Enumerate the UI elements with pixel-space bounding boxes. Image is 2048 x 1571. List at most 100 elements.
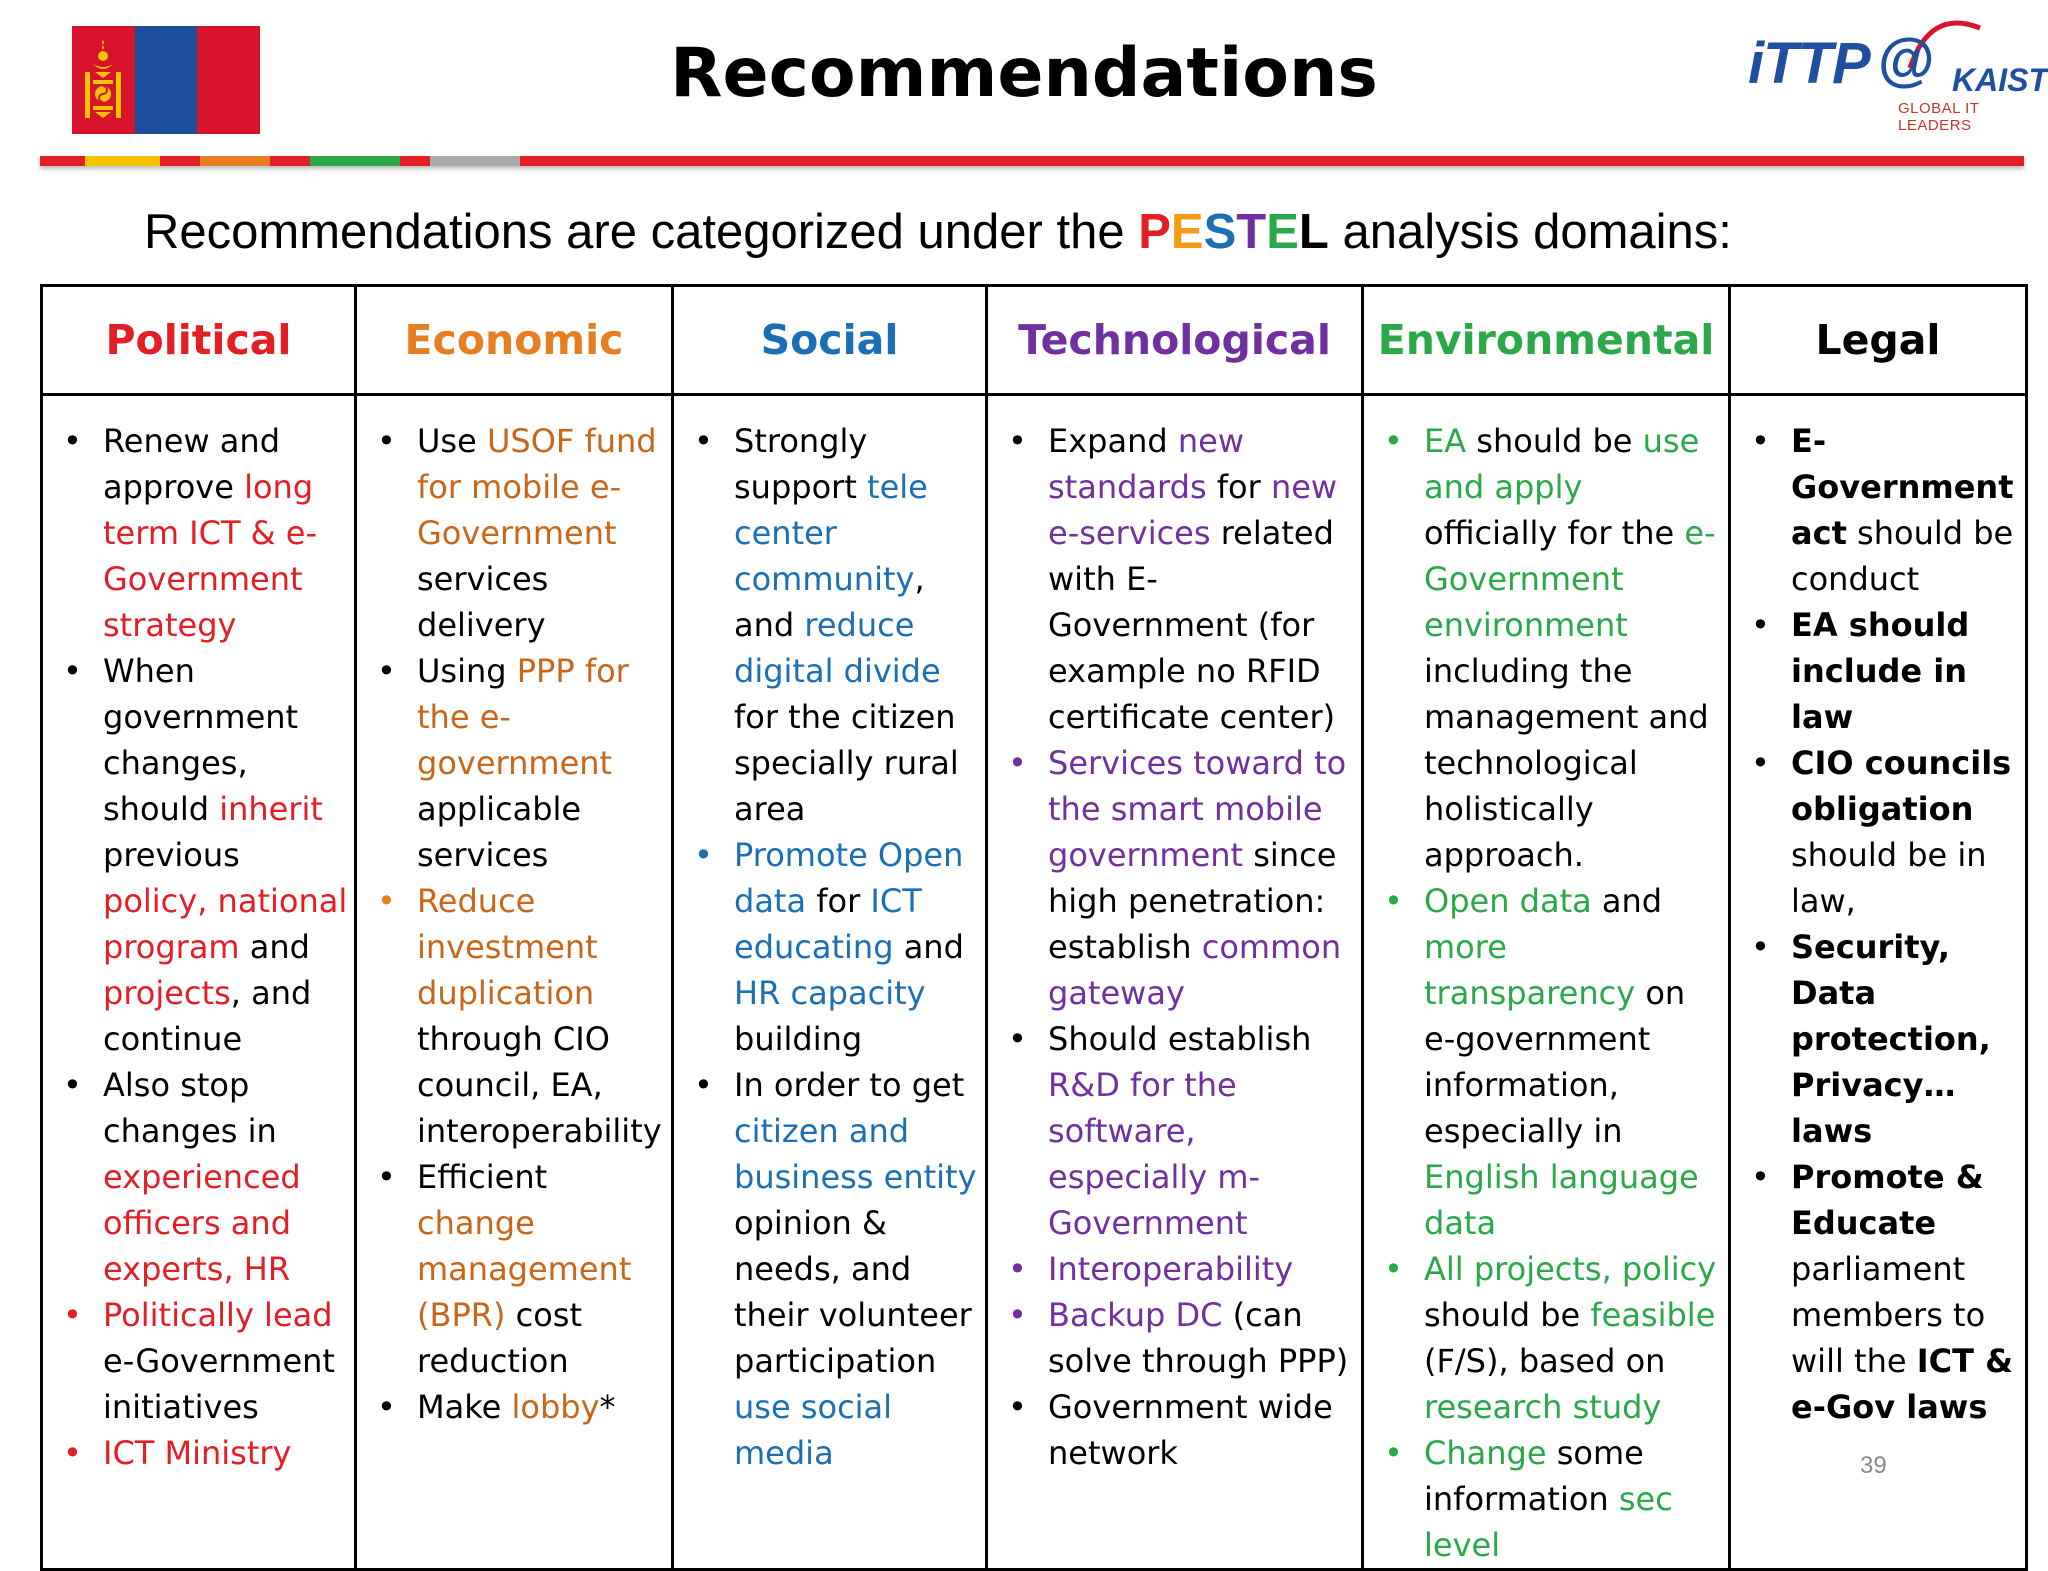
item-text: common gateway (1048, 928, 1342, 1012)
item-text: Expand (1048, 422, 1178, 460)
item-text: ICT Ministry (103, 1434, 292, 1472)
item-text: inherit (219, 790, 323, 828)
item-text: new e-services (1048, 468, 1338, 552)
item-text: Politically lead (103, 1296, 333, 1334)
item-text: Security, Data protection, Privacy… laws (1791, 928, 1991, 1150)
item-text: and (1591, 882, 1663, 920)
body-row: Renew and approve long term ICT & e-Gove… (40, 393, 2028, 1571)
recommendation-item: When government changes, should inherit … (43, 648, 354, 1062)
item-text: should be conduct (1791, 514, 2014, 598)
item-text: , and (734, 560, 925, 644)
item-text: opinion & needs, and their volunteer par… (734, 1204, 972, 1380)
pestel-letter: E (1170, 205, 1204, 259)
recommendation-item: EA should be use and apply officially fo… (1364, 418, 1728, 878)
item-text: EA (1424, 422, 1467, 460)
item-text: parliament members to will the (1791, 1250, 1986, 1380)
pestel-letter: P (1138, 205, 1171, 259)
header-environmental: Environmental (1361, 284, 1731, 396)
item-text: tele center community (734, 468, 928, 598)
item-text: CIO councils obligation (1791, 744, 2012, 828)
item-text: should be in law, (1791, 836, 1987, 920)
item-text: policy, national program (103, 882, 348, 966)
logo-at: @ (1878, 27, 1935, 92)
header-divider (40, 156, 2024, 166)
item-text: and (893, 928, 964, 966)
recommendation-item: Expand new standards for new e-services … (988, 418, 1361, 740)
header-legal: Legal (1728, 284, 2028, 396)
item-text: for (806, 882, 871, 920)
pestel-word: PESTEL (1138, 205, 1329, 259)
item-text: In order to get (734, 1066, 965, 1104)
soyombo-icon (85, 40, 121, 118)
item-text: R&D for the software, especially m-Gover… (1048, 1066, 1261, 1242)
recommendation-item: Politically lead e-Government initiative… (43, 1292, 354, 1430)
recommendation-list: E-Government act should be conductEA sho… (1731, 418, 2025, 1430)
item-text: Backup DC (1048, 1296, 1223, 1334)
recommendation-item: Strongly support tele center community, … (674, 418, 985, 832)
item-text: reduce digital divide (734, 606, 941, 690)
mongolia-flag (72, 26, 261, 134)
pestel-table: Political Economic Social Technological Envi… (40, 284, 2028, 1571)
subtitle: Recommendations are categorized under th… (144, 204, 1732, 260)
recommendation-item: Open data and more transparency on e-gov… (1364, 878, 1728, 1246)
item-text: including the management and technologic… (1424, 652, 1709, 874)
recommendation-item: Promote & Educate parliament members to … (1731, 1154, 2025, 1430)
item-text: for (1206, 468, 1271, 506)
subtitle-after: analysis domains: (1328, 205, 1732, 259)
recommendation-list: Expand new standards for new e-services … (988, 418, 1361, 1476)
item-text: Reduce investment duplication (417, 882, 598, 1012)
item-text: Use (417, 422, 487, 460)
item-text: , and continue (103, 974, 312, 1058)
page-number: 39 (1860, 1452, 1887, 1479)
recommendation-item: Make lobby* (357, 1384, 671, 1430)
recommendation-item: Efficient change management (BPR) cost r… (357, 1154, 671, 1384)
item-text: English language data (1424, 1158, 1699, 1242)
item-text: USOF fund for mobile e-Government (417, 422, 657, 552)
item-text: use social media (734, 1388, 893, 1472)
item-text: some information (1424, 1434, 1644, 1518)
pestel-letter: S (1203, 205, 1237, 259)
item-text: ICT educating (734, 882, 922, 966)
recommendation-item: Should establish R&D for the software, e… (988, 1016, 1361, 1246)
recommendation-item: Use USOF fund for mobile e-Government se… (357, 418, 671, 648)
item-text: Government wide network (1048, 1388, 1333, 1472)
item-text: e-Government environment (1424, 514, 1716, 644)
recommendation-item: Government wide network (988, 1384, 1361, 1476)
recommendation-item: Services toward to the smart mobile gove… (988, 740, 1361, 1016)
recommendation-item: Promote Open data for ICT educating and … (674, 832, 985, 1062)
recommendation-list: Strongly support tele center community, … (674, 418, 985, 1476)
item-text: Promote Open data (734, 836, 964, 920)
item-text: long term ICT & e-Government strategy (103, 468, 318, 644)
item-text: citizen and business entity (734, 1112, 977, 1196)
header-social: Social (671, 284, 988, 396)
recommendation-item: E-Government act should be conduct (1731, 418, 2025, 602)
item-text: Change (1424, 1434, 1547, 1472)
column-social: Strongly support tele center community, … (671, 393, 988, 1571)
item-text: * (599, 1388, 616, 1426)
item-text: Interoperability (1048, 1250, 1294, 1288)
page-title: Recommendations (670, 34, 1378, 113)
item-text: services delivery (417, 560, 549, 644)
item-text: feasible (1590, 1296, 1716, 1334)
item-text: Services toward to the smart mobile gove… (1048, 744, 1347, 874)
logo-brand: iTTP (1748, 31, 1871, 96)
recommendation-list: Use USOF fund for mobile e-Government se… (357, 418, 671, 1430)
subtitle-before: Recommendations are categorized under th… (144, 205, 1139, 259)
item-text: on e-government information, especially … (1424, 974, 1686, 1150)
swoosh-icon (1907, 20, 1981, 69)
item-text: (F/S), based on (1424, 1342, 1666, 1380)
item-text: and (239, 928, 310, 966)
item-text: more transparency (1424, 928, 1636, 1012)
item-text: lobby (511, 1388, 600, 1426)
logo-partner: KAIST (1952, 62, 2048, 98)
recommendation-item: Also stop changes in experienced officer… (43, 1062, 354, 1292)
item-text: change management (BPR) (417, 1204, 632, 1334)
pestel-letter: L (1298, 205, 1329, 259)
column-political: Renew and approve long term ICT & e-Gove… (40, 393, 357, 1571)
item-text: (can solve through PPP) (1048, 1296, 1349, 1380)
item-text: E-Government act (1791, 422, 2014, 552)
item-text: applicable services (417, 790, 582, 874)
recommendation-item: Interoperability (988, 1246, 1361, 1292)
item-text: since high penetration: establish (1048, 836, 1337, 966)
recommendation-list: Renew and approve long term ICT & e-Gove… (43, 418, 354, 1476)
